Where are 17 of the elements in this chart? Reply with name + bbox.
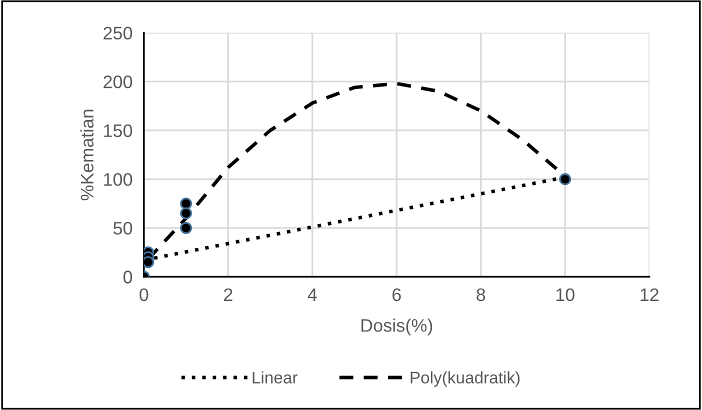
y-tick-label: 150 (104, 124, 132, 138)
x-tick-label: 6 (392, 288, 401, 302)
y-tick-label: 250 (104, 26, 132, 40)
x-tick-label: 10 (556, 288, 574, 302)
y-axis-title: %Kematian (80, 110, 94, 200)
x-tick-label: 12 (640, 288, 658, 301)
x-tick-label: 4 (308, 288, 317, 301)
y-tick-label: 100 (104, 173, 132, 186)
x-tick-label: 8 (476, 288, 486, 302)
x-axis-title: Dosis(%) (362, 318, 432, 336)
y-tick-label: 200 (104, 76, 132, 88)
x-tick-label: 2 (224, 288, 232, 301)
y-tick-label: 50 (113, 222, 132, 235)
legend-label: Linear (252, 371, 298, 384)
x-tick-label: 0 (140, 288, 148, 302)
legend-label: Poly(kuadratik) (410, 371, 520, 387)
y-tick-label: 0 (123, 270, 132, 284)
